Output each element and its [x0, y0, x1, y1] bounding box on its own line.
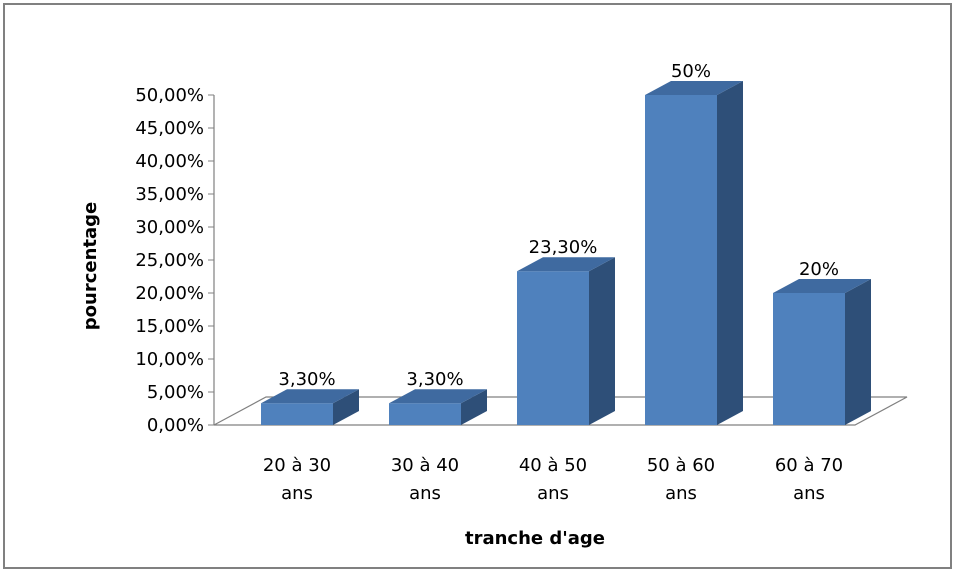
bar-front: [389, 403, 461, 425]
bar: [517, 257, 615, 425]
bar: [389, 389, 487, 425]
bars: [261, 81, 871, 425]
data-labels: 3,30% 3,30% 23,30% 50% 20%: [278, 61, 839, 390]
bar-top: [517, 257, 615, 272]
y-tick-label: 35,00%: [135, 184, 204, 205]
x-tick-label: 20 à 30 ans: [263, 455, 331, 504]
y-tick-labels: 0,00% 5,00% 10,00% 15,00% 20,00% 25,00% 30,00%…: [135, 85, 204, 436]
bar-side: [589, 257, 615, 425]
y-tick-label: 20,00%: [135, 283, 204, 304]
floor-plane: [213, 396, 908, 426]
bar-front: [645, 95, 717, 425]
y-tick-label: 0,00%: [147, 415, 204, 436]
y-tick-label: 10,00%: [135, 349, 204, 370]
bar: [261, 389, 359, 425]
y-axis-title: pourcentage: [80, 202, 101, 330]
bar: [645, 81, 743, 425]
chart-frame: 0,00% 5,00% 10,00% 15,00% 20,00% 25,00% 30,00%…: [3, 3, 952, 569]
bar-top: [773, 279, 871, 293]
bar-chart: 0,00% 5,00% 10,00% 15,00% 20,00% 25,00% 30,00%…: [80, 61, 908, 549]
y-tick-label: 50,00%: [135, 85, 204, 106]
bar-front: [773, 293, 845, 425]
y-tick-label: 45,00%: [135, 118, 204, 139]
y-tick-label: 25,00%: [135, 250, 204, 271]
bar-side: [717, 81, 743, 425]
y-axis: [208, 94, 215, 426]
bar-top: [261, 389, 359, 404]
x-tick-labels: 20 à 30 ans 30 à 40 ans 40 à 50 ans 50 à 60 ans…: [263, 455, 843, 504]
x-axis-title: tranche d'age: [465, 528, 605, 549]
bar-front: [517, 271, 589, 425]
data-label: 3,30%: [278, 369, 335, 390]
data-label: 50%: [671, 61, 711, 82]
x-tick-label: 30 à 40 ans: [391, 455, 459, 504]
bar-side: [333, 389, 359, 425]
chart-floor: [213, 396, 908, 426]
data-label: 23,30%: [529, 237, 598, 258]
data-label: 20%: [799, 259, 839, 280]
x-tick-label: 40 à 50 ans: [519, 455, 587, 504]
x-tick-label: 60 à 70 ans: [775, 455, 843, 504]
data-label: 3,30%: [406, 369, 463, 390]
bar: [773, 279, 871, 425]
bar-top: [389, 389, 487, 404]
bar-side: [461, 389, 487, 425]
bar-side: [845, 279, 871, 425]
y-tick-label: 40,00%: [135, 151, 204, 172]
bar-top: [645, 81, 743, 95]
bar-front: [261, 403, 333, 425]
y-tick-label: 15,00%: [135, 316, 204, 337]
y-tick-label: 5,00%: [147, 382, 204, 403]
x-tick-label: 50 à 60 ans: [647, 455, 715, 504]
y-tick-label: 30,00%: [135, 217, 204, 238]
